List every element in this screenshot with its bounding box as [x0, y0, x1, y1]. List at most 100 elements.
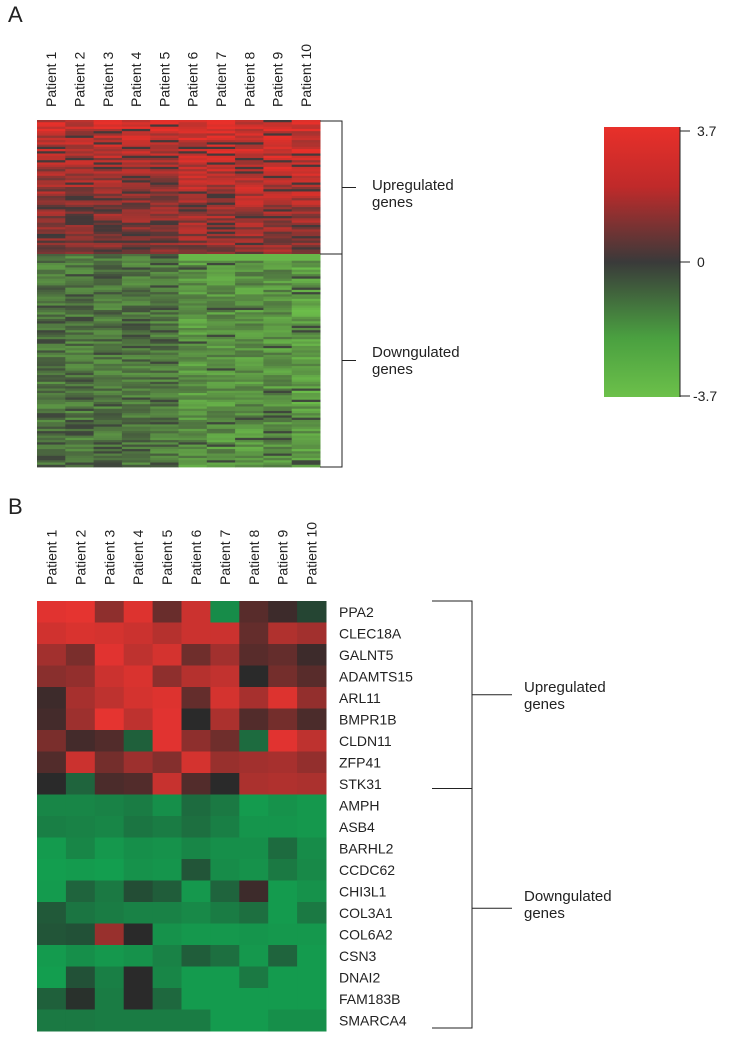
a-heat-cell	[263, 189, 293, 192]
b-heat-cell	[65, 794, 96, 817]
a-heat-cell	[206, 375, 236, 378]
a-heat-cell	[93, 455, 123, 459]
a-heat-cell	[65, 171, 95, 174]
b-heat-cell	[37, 945, 67, 967]
a-heat-cell	[150, 390, 179, 394]
a-heat-cell	[263, 314, 293, 318]
a-heat-cell	[206, 440, 236, 443]
a-heat-cell	[263, 341, 293, 345]
a-heat-cell	[291, 160, 321, 163]
a-heat-cell	[93, 464, 123, 468]
a-heat-cell	[121, 316, 151, 320]
a-heat-cell	[93, 384, 123, 387]
a-heat-cell	[65, 175, 95, 179]
a-heat-cell	[235, 442, 264, 445]
a-heat-cell	[65, 316, 95, 320]
row-label: CSN3	[339, 948, 377, 964]
a-heat-cell	[37, 153, 66, 157]
a-heat-cell	[235, 126, 264, 130]
a-heat-cell	[93, 440, 123, 443]
a-heat-cell	[291, 173, 321, 177]
a-heat-cell	[178, 377, 208, 380]
a-heat-cell	[150, 126, 179, 130]
a-heat-cell	[178, 413, 208, 416]
a-heat-cell	[291, 220, 321, 224]
a-heat-cell	[206, 298, 236, 302]
a-heat-cell	[235, 292, 264, 295]
a-heat-cell	[93, 249, 123, 253]
a-heat-cell	[235, 157, 264, 161]
a-heat-cell	[37, 146, 66, 150]
a-heat-cell	[65, 182, 95, 186]
a-heat-cell	[121, 422, 151, 425]
a-heat-cell	[291, 260, 321, 264]
a-heat-cell	[65, 312, 95, 315]
b-heat-cell	[297, 730, 327, 752]
a-heat-cell	[178, 381, 208, 385]
a-heat-cell	[121, 433, 151, 437]
a-heat-cell	[263, 321, 293, 324]
a-heat-cell	[65, 390, 95, 394]
b-heat-cell	[123, 988, 154, 1010]
a-heat-cell	[235, 417, 264, 421]
a-heat-cell	[291, 166, 321, 170]
a-heat-cell	[235, 140, 264, 143]
a-heat-cell	[178, 343, 208, 347]
a-heat-cell	[291, 169, 321, 172]
a-heat-cell	[235, 233, 264, 237]
a-heat-cell	[37, 204, 66, 208]
panel-a-group-labels: Upregulated genes Downgulated genes	[372, 177, 460, 378]
a-heat-cell	[121, 280, 151, 284]
a-heat-cell	[178, 460, 208, 463]
a-heat-cell	[206, 413, 236, 416]
a-heat-cell	[263, 410, 293, 414]
a-heat-cell	[121, 256, 151, 259]
a-heat-cell	[291, 294, 321, 297]
a-heat-cell	[235, 460, 264, 463]
a-heat-cell	[178, 350, 208, 354]
a-heat-cell	[150, 377, 179, 380]
a-heat-cell	[37, 227, 66, 230]
a-heat-cell	[291, 182, 321, 186]
b-heat-cell	[152, 966, 182, 989]
a-heat-cell	[206, 204, 236, 208]
a-heat-cell	[206, 372, 236, 376]
a-heat-cell	[235, 274, 264, 277]
a-heat-cell	[121, 247, 151, 250]
a-heat-cell	[206, 195, 236, 199]
a-heat-cell	[37, 294, 66, 297]
a-heat-cell	[206, 388, 236, 392]
a-heat-cell	[121, 426, 151, 430]
a-heat-cell	[178, 178, 208, 181]
row-label: CLDN11	[339, 733, 392, 749]
a-heat-cell	[178, 449, 208, 452]
a-heat-cell	[150, 321, 179, 324]
a-heat-cell	[150, 379, 179, 383]
a-heat-cell	[121, 189, 151, 192]
a-heat-cell	[37, 120, 66, 123]
a-heat-cell	[150, 348, 179, 351]
a-heat-cell	[178, 354, 208, 358]
a-heat-cell	[65, 395, 95, 398]
a-heat-cell	[37, 260, 66, 264]
a-heat-cell	[263, 357, 293, 360]
a-heat-cell	[263, 316, 293, 320]
b-heat-cell	[181, 601, 211, 623]
a-heat-cell	[206, 390, 236, 394]
a-heat-cell	[93, 128, 123, 132]
b-heat-cell	[123, 644, 154, 666]
a-heat-cell	[65, 166, 95, 170]
b-heat-cell	[123, 601, 154, 623]
a-heat-cell	[93, 171, 123, 174]
a-heat-cell	[178, 361, 208, 365]
a-heat-cell	[178, 133, 208, 137]
b-heat-cell	[181, 923, 211, 946]
a-heat-cell	[65, 444, 95, 448]
b-heat-cell	[94, 601, 125, 623]
a-heat-cell	[150, 207, 179, 210]
b-heat-cell	[37, 773, 67, 795]
b-heat-cell	[123, 837, 154, 860]
a-heat-cell	[206, 301, 236, 304]
a-heat-cell	[37, 379, 66, 383]
a-heat-cell	[93, 254, 123, 257]
